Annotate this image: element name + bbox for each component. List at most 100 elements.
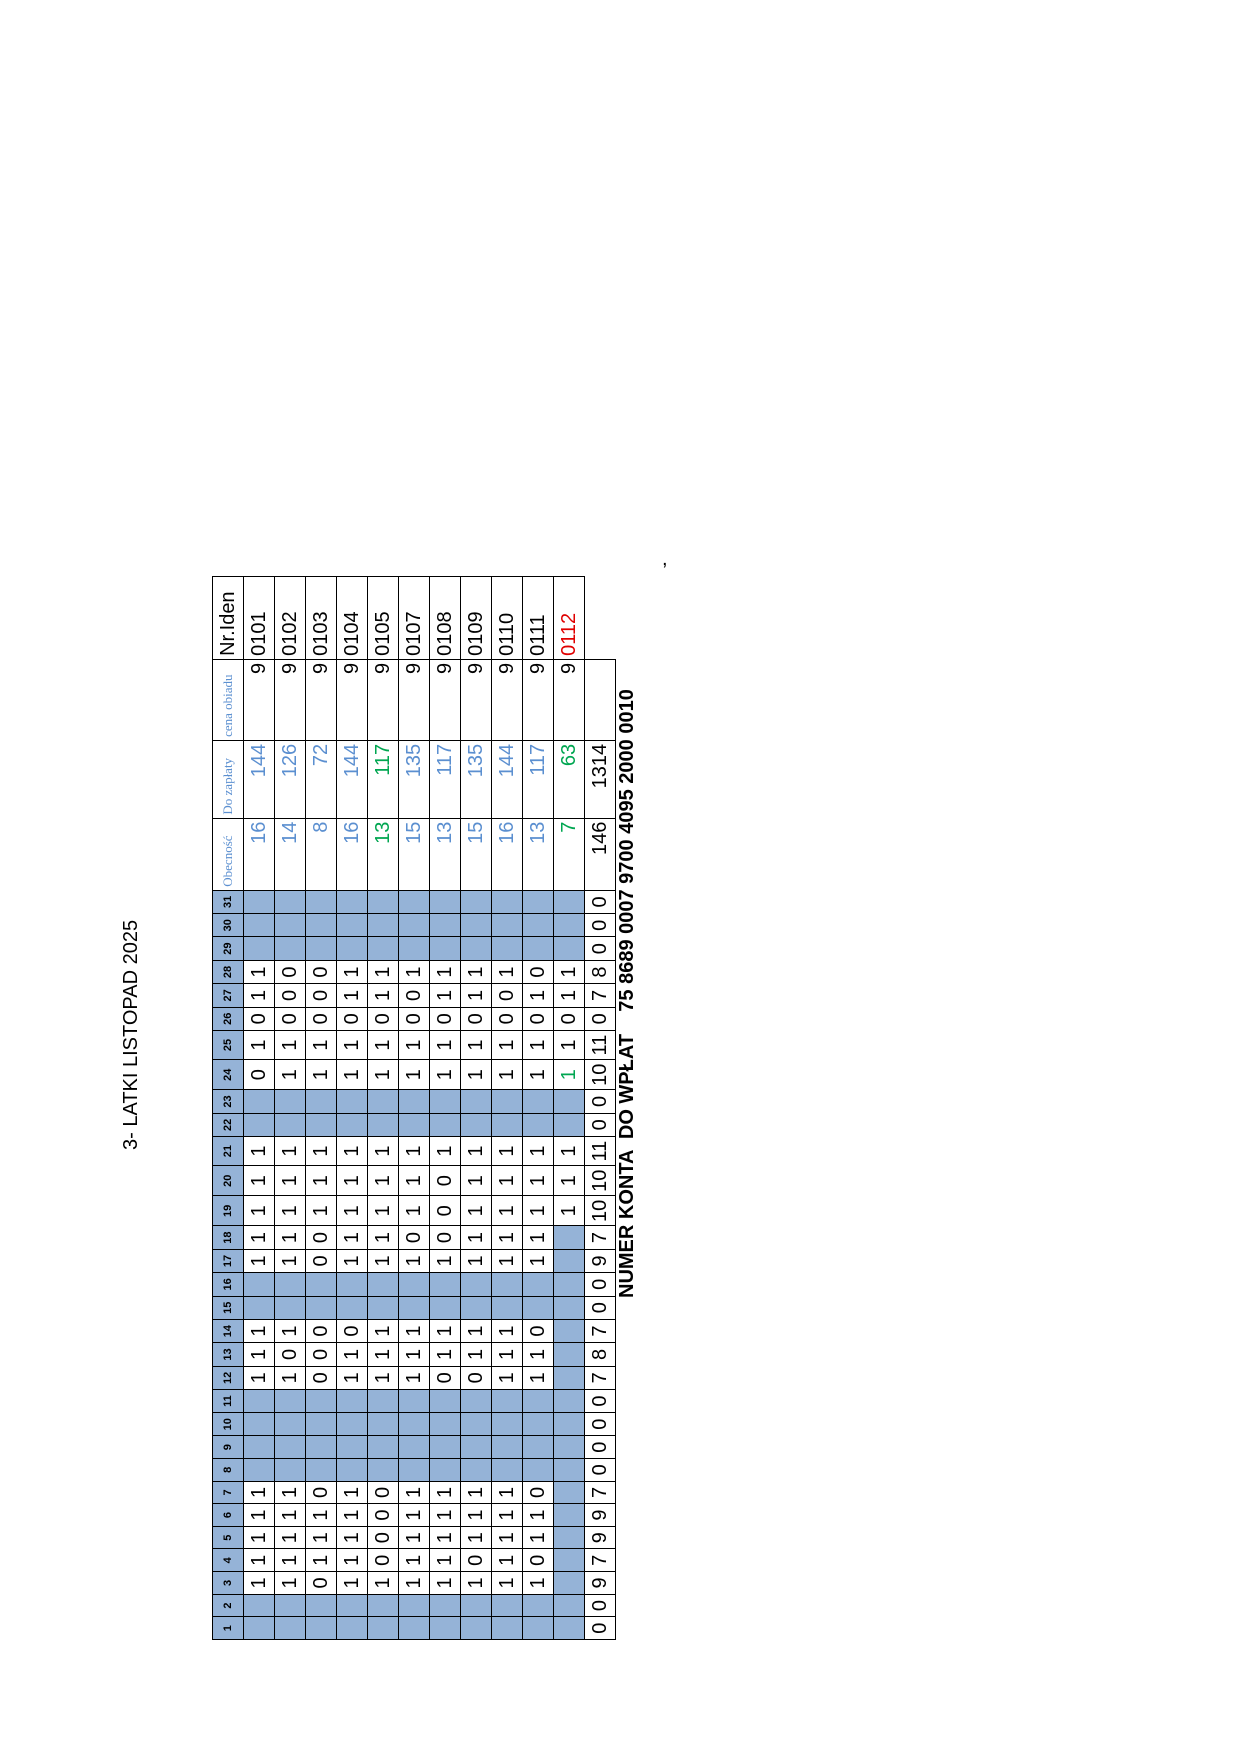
day-header: 9 bbox=[212, 1435, 244, 1459]
day-cell bbox=[553, 1526, 585, 1549]
amount-cell: 117 bbox=[429, 740, 461, 819]
day-cell bbox=[460, 1296, 492, 1320]
day-cell bbox=[367, 1272, 399, 1297]
day-cell: 1 bbox=[491, 960, 523, 984]
total-day-cell: 9 bbox=[584, 1503, 616, 1527]
day-cell: 1 bbox=[367, 1342, 399, 1367]
day-cell: 1 bbox=[491, 1249, 523, 1273]
day-cell bbox=[305, 1113, 337, 1137]
day-cell bbox=[398, 1412, 430, 1436]
day-cell: 1 bbox=[274, 1481, 306, 1504]
day-header: 24 bbox=[212, 1059, 244, 1090]
day-cell bbox=[274, 1113, 306, 1137]
day-cell: 1 bbox=[243, 983, 275, 1008]
total-day-cell: 7 bbox=[584, 1319, 616, 1343]
day-cell bbox=[398, 1296, 430, 1320]
day-cell bbox=[305, 1272, 337, 1297]
day-cell bbox=[429, 936, 461, 961]
day-cell bbox=[243, 1458, 275, 1482]
day-cell: 0 bbox=[305, 1319, 337, 1343]
day-cell bbox=[491, 1458, 523, 1482]
day-cell: 1 bbox=[429, 1503, 461, 1527]
day-cell bbox=[367, 890, 399, 914]
day-header: 30 bbox=[212, 913, 244, 937]
day-cell bbox=[522, 1412, 554, 1436]
day-cell: 1 bbox=[522, 1030, 554, 1060]
day-cell: 1 bbox=[336, 960, 368, 984]
day-cell bbox=[553, 936, 585, 961]
day-cell: 1 bbox=[336, 1571, 368, 1595]
day-cell bbox=[336, 1594, 368, 1617]
day-cell bbox=[553, 1481, 585, 1504]
day-header: 19 bbox=[212, 1195, 244, 1226]
day-cell bbox=[491, 1272, 523, 1297]
price-cell: 9 bbox=[243, 659, 275, 741]
day-cell: 1 bbox=[398, 1342, 430, 1367]
day-cell: 0 bbox=[398, 1225, 430, 1250]
day-cell: 1 bbox=[336, 1342, 368, 1367]
day-header: 17 bbox=[212, 1249, 244, 1273]
day-cell bbox=[336, 1616, 368, 1640]
day-cell: 0 bbox=[305, 1249, 337, 1273]
day-header: 13 bbox=[212, 1342, 244, 1367]
day-cell: 1 bbox=[243, 960, 275, 984]
day-cell: 1 bbox=[491, 1030, 523, 1060]
student-row: 0 1 1 1 0 0 0 0 0 0 1 1 1 1 1 0 0 0 8 72 9 0103 bbox=[305, 576, 337, 1640]
attendance-cell: 13 bbox=[429, 818, 461, 891]
day-cell: 1 bbox=[460, 983, 492, 1008]
total-amount: 1314 bbox=[584, 740, 616, 819]
day-cell: 1 bbox=[522, 1571, 554, 1595]
amount-cell: 135 bbox=[460, 740, 492, 819]
day-cell: 1 bbox=[522, 983, 554, 1008]
day-cell: 1 bbox=[553, 1195, 585, 1226]
total-day-cell: 10 bbox=[584, 1165, 616, 1196]
day-cell bbox=[522, 1296, 554, 1320]
day-cell bbox=[460, 1435, 492, 1459]
day-cell: 0 bbox=[429, 1195, 461, 1226]
day-cell: 1 bbox=[243, 1342, 275, 1367]
day-cell bbox=[429, 1458, 461, 1482]
sheet-title: 3- LATKI LISTOPAD 2025 bbox=[120, 919, 142, 1150]
day-cell: 0 bbox=[305, 1225, 337, 1250]
day-cell bbox=[367, 936, 399, 961]
day-cell bbox=[336, 1412, 368, 1436]
day-cell: 1 bbox=[336, 1195, 368, 1226]
day-cell bbox=[305, 936, 337, 961]
day-cell: 1 bbox=[243, 1249, 275, 1273]
day-cell bbox=[398, 936, 430, 961]
amount-cell: 144 bbox=[336, 740, 368, 819]
day-cell: 1 bbox=[274, 1195, 306, 1226]
day-header: 29 bbox=[212, 936, 244, 961]
day-cell bbox=[460, 1412, 492, 1436]
table-wrapper: 1 2 3 4 5 6 7 8 9 10 11 12 13 14 15 16 17 18 19 20 21 22 23 24 2… bbox=[176, 576, 652, 1640]
day-cell: 1 bbox=[429, 1481, 461, 1504]
day-cell bbox=[367, 1458, 399, 1482]
day-cell: 1 bbox=[429, 1526, 461, 1549]
total-day-cell: 10 bbox=[584, 1059, 616, 1090]
day-cell: 1 bbox=[398, 1526, 430, 1549]
day-cell bbox=[429, 1594, 461, 1617]
total-day-cell: 0 bbox=[584, 1458, 616, 1482]
day-cell: 0 bbox=[460, 1007, 492, 1031]
day-cell: 0 bbox=[305, 1007, 337, 1031]
day-cell bbox=[429, 913, 461, 937]
attendance-cell: 15 bbox=[460, 818, 492, 891]
day-cell bbox=[305, 1089, 337, 1114]
total-day-cell: 0 bbox=[584, 936, 616, 961]
day-cell bbox=[274, 1435, 306, 1459]
day-cell bbox=[460, 936, 492, 961]
attendance-header: Obecność bbox=[212, 818, 244, 891]
day-cell: 0 bbox=[305, 983, 337, 1008]
day-cell: 1 bbox=[491, 1481, 523, 1504]
price-cell: 9 bbox=[491, 659, 523, 741]
day-cell bbox=[553, 1458, 585, 1482]
day-cell: 0 bbox=[522, 1481, 554, 1504]
day-cell bbox=[460, 1458, 492, 1482]
day-cell: 1 bbox=[336, 1225, 368, 1250]
day-cell bbox=[553, 1549, 585, 1572]
attendance-cell: 16 bbox=[243, 818, 275, 891]
day-cell: 1 bbox=[367, 1195, 399, 1226]
total-day-cell: 11 bbox=[584, 1030, 616, 1060]
day-cell: 1 bbox=[243, 1549, 275, 1572]
